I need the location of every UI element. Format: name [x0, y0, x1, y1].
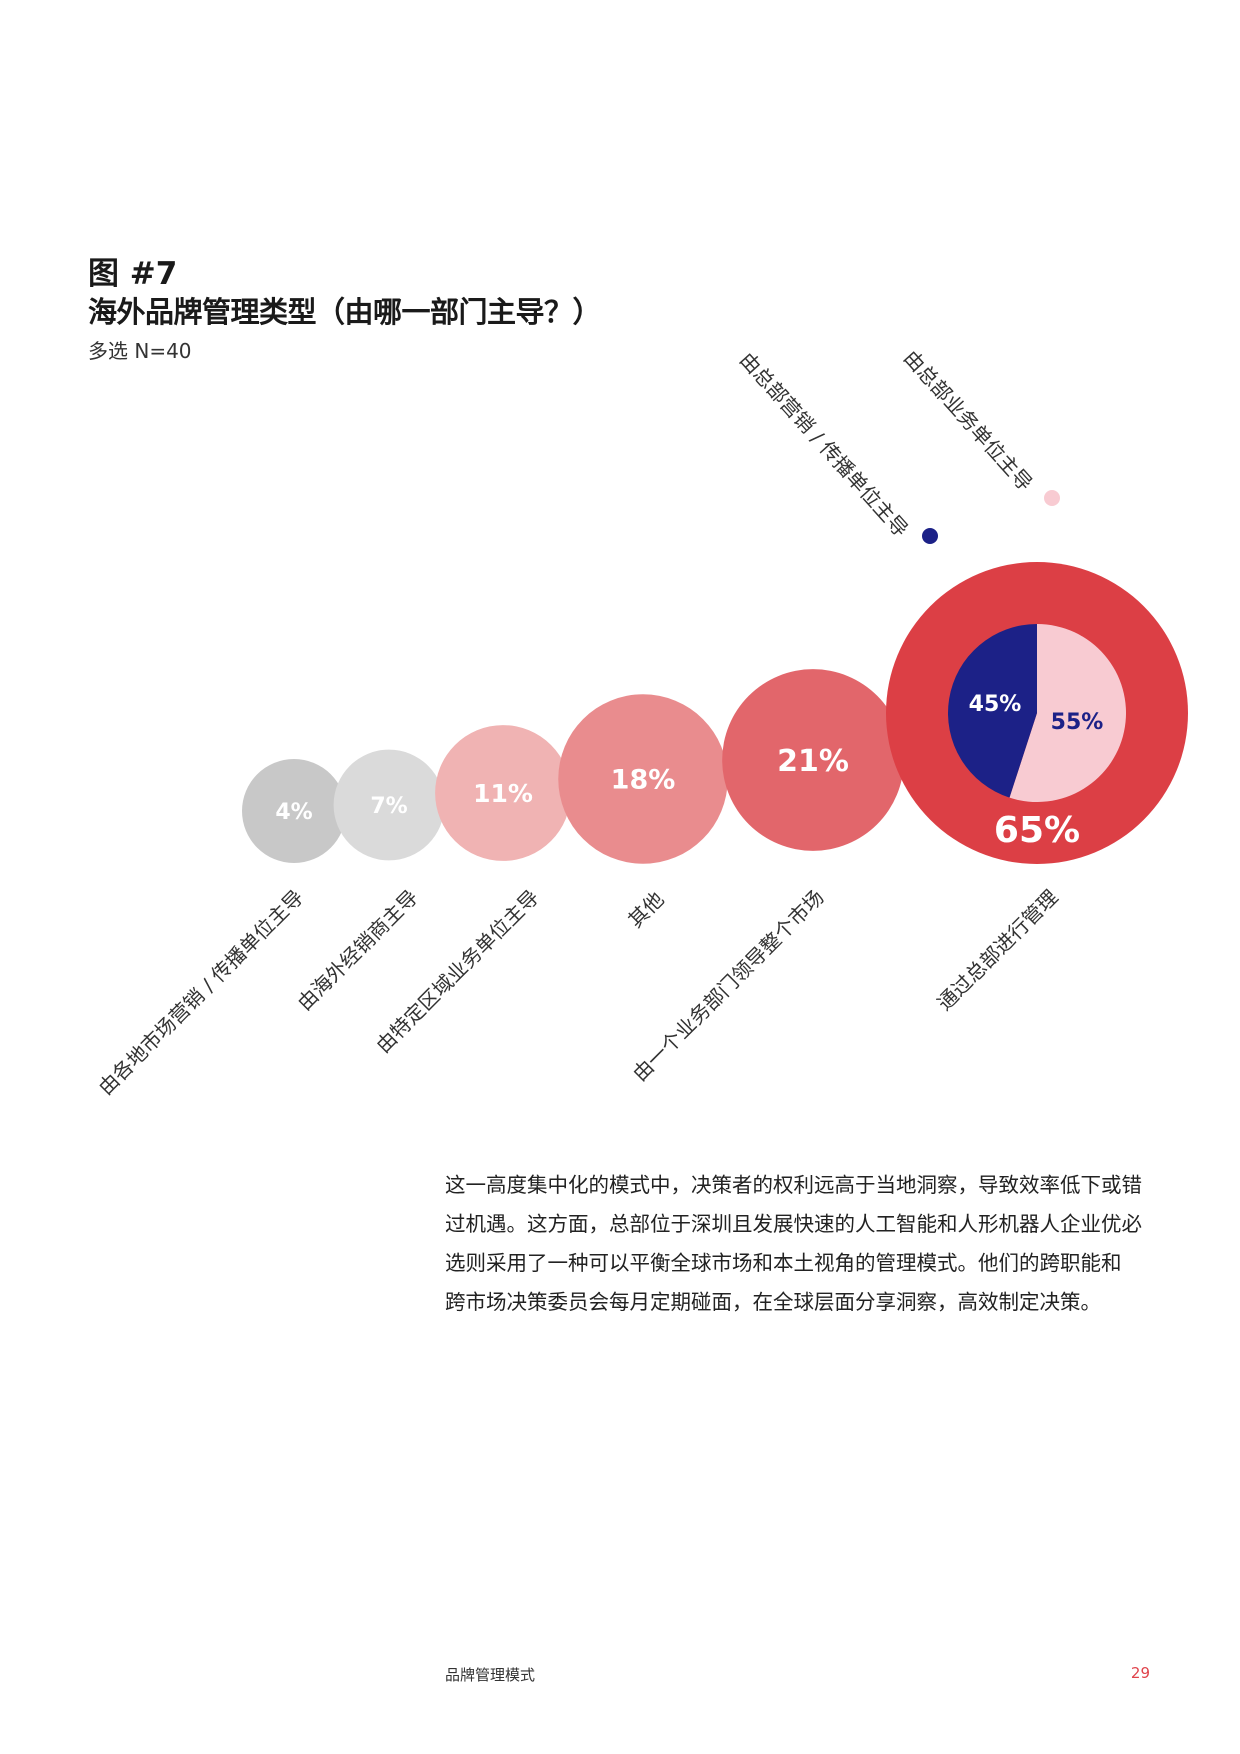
- bubble-4: [242, 759, 346, 863]
- bubble-label-4: 4%: [275, 800, 312, 825]
- figure-title: 海外品牌管理类型（由哪一部门主导？）: [88, 295, 602, 329]
- bubble-label-21: 21%: [777, 744, 849, 779]
- pie-label-55: 55%: [1051, 710, 1104, 735]
- bubble-chart: 4% 7% 11% 18% 21% 65% 55% 45%: [242, 490, 1188, 864]
- body-line: 过机遇。这方面，总部位于深圳且发展快速的人工智能和人形机器人企业优必: [445, 1212, 1142, 1236]
- page-number: 29: [1130, 1664, 1150, 1682]
- bubble-7: [333, 749, 445, 861]
- figure-subtitle: 多选 N=40: [88, 339, 192, 363]
- bubble-18: [558, 694, 728, 864]
- body-line: 这一高度集中化的模式中，决策者的权利远高于当地洞察，导致效率低下或错: [445, 1173, 1142, 1197]
- pie-slice-45: [948, 624, 1037, 798]
- legend-dot-hq-business: [1044, 490, 1060, 506]
- footer-section-title: 品牌管理模式: [445, 1666, 536, 1684]
- figure-number: 图 #7: [88, 256, 178, 292]
- body-line: 选则采用了一种可以平衡全球市场和本土视角的管理模式。他们的跨职能和: [445, 1251, 1122, 1275]
- bubble-21: [722, 669, 904, 851]
- bubble-label-7: 7%: [370, 794, 407, 819]
- legend-dot-hq-marketing: [922, 528, 938, 544]
- bubble-label-11: 11%: [473, 779, 533, 808]
- bubble-11: [435, 725, 571, 861]
- body-line: 跨市场决策委员会每月定期碰面，在全球层面分享洞察，高效制定决策。: [445, 1290, 1101, 1314]
- bubble-label-18: 18%: [611, 765, 676, 796]
- body-paragraph: 这一高度集中化的模式中，决策者的权利远高于当地洞察，导致效率低下或错 过机遇。这…: [445, 1166, 1165, 1322]
- pie-label-45: 45%: [969, 692, 1022, 717]
- pie-slice-55: [1009, 624, 1127, 803]
- bubble-label-65: 65%: [994, 810, 1080, 851]
